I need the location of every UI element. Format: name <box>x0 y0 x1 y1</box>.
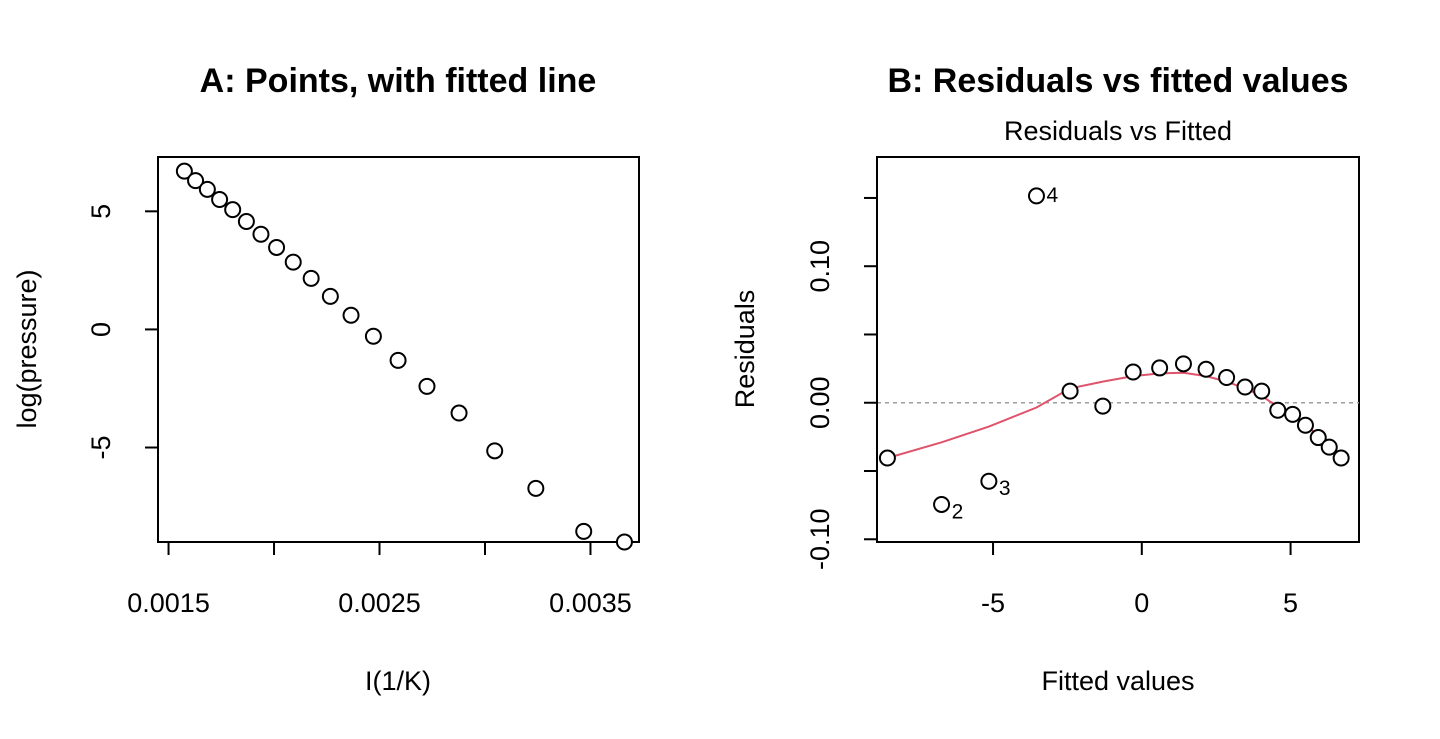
panel-b-point <box>1218 368 1236 386</box>
panel-b-point <box>980 472 998 490</box>
panel-b-title: B: Residuals vs fitted values <box>887 62 1348 100</box>
panel-b-point <box>1284 405 1302 423</box>
panel-a-point <box>364 327 382 345</box>
panel-b-plot-frame <box>876 156 1360 543</box>
panel-b-y-tick-label: 0.10 <box>805 240 835 293</box>
panel-b-point <box>1236 378 1254 396</box>
panel-a-point <box>342 306 360 324</box>
panel-a-x-tick-label: 0.0025 <box>338 588 421 618</box>
panel-b-y-tick-label: -0.10 <box>805 508 835 570</box>
panel-a-point <box>486 442 504 460</box>
panel-a-point <box>615 533 633 551</box>
panel-a-y-tick-label: -5 <box>86 436 116 460</box>
panel-b-point <box>933 495 951 513</box>
panel-b-points <box>878 187 1350 513</box>
panel-a-point <box>302 269 320 287</box>
panel-b-y-label: Residuals <box>730 290 760 409</box>
panel-a-point <box>187 172 205 190</box>
panel-b-y-tick-label: 0.00 <box>805 376 835 429</box>
panel-a-point <box>418 377 436 395</box>
panel-a-point <box>175 162 193 180</box>
panel-b-x-tick-label: 5 <box>1283 588 1298 618</box>
panel-b-point <box>1027 187 1045 205</box>
panel-b-point-label: 3 <box>999 477 1011 500</box>
panel-a-points <box>175 162 633 551</box>
panel-a-point <box>268 238 286 256</box>
panel-b-point-label: 2 <box>952 500 964 523</box>
panel-a-point <box>198 180 216 198</box>
panel-a-y-tick-label: 0 <box>86 322 116 337</box>
panel-a-x-tick-label: 0.0015 <box>127 588 210 618</box>
panel-a-point <box>527 479 545 497</box>
panel-a-y-label: log(pressure) <box>12 269 42 428</box>
panel-b-point-label: 4 <box>1046 184 1058 207</box>
panel-b-point <box>1174 355 1192 373</box>
panel-b-point <box>1197 360 1215 378</box>
panel-b-point-labels: 2 3 4 <box>952 184 1059 524</box>
panel-a-x-label: I(1/K) <box>365 666 431 696</box>
panel-b-point <box>878 449 896 467</box>
panel-b-point <box>1269 401 1287 419</box>
panel-a-point <box>237 212 255 230</box>
panel-a-point <box>284 253 302 271</box>
panel-b-point <box>1253 382 1271 400</box>
panel-b-x-tick-label: -5 <box>981 588 1005 618</box>
panel-b-point <box>1309 429 1327 447</box>
panel-a-x-axis: 0.0015 0.0025 0.0035 <box>127 541 632 618</box>
panel-b-y-axis: -0.10 0.00 0.10 <box>805 196 878 570</box>
panel-b-x-label: Fitted values <box>1041 666 1194 696</box>
panel-a-point <box>224 201 242 219</box>
panel-a-y-axis: -5 0 5 <box>86 204 159 460</box>
panel-b-subtitle: Residuals vs Fitted <box>1004 116 1232 146</box>
panel-a: A: Points, with fitted line 0.0015 0.0025… <box>12 62 640 696</box>
panel-a-point <box>321 287 339 305</box>
panel-b-point <box>1332 449 1350 467</box>
panel-a-point <box>389 351 407 369</box>
panel-a-point <box>252 225 270 243</box>
panel-a-x-tick-label: 0.0035 <box>549 588 632 618</box>
panel-b-x-axis: -5 0 5 <box>981 541 1298 618</box>
panel-a-title: A: Points, with fitted line <box>200 62 597 100</box>
panel-a-point <box>211 191 229 209</box>
panel-b-x-tick-label: 0 <box>1134 588 1149 618</box>
panel-b-point <box>1320 438 1338 456</box>
panel-a-point <box>450 404 468 422</box>
panel-b-point <box>1124 363 1142 381</box>
panel-a-y-tick-label: 5 <box>86 204 116 219</box>
panel-a-point <box>575 522 593 540</box>
panel-b-point <box>1296 416 1314 434</box>
panel-b-point <box>1151 359 1169 377</box>
panel-b-point <box>1094 397 1112 415</box>
panel-b-point <box>1061 382 1079 400</box>
panel-b: B: Residuals vs fitted values Residuals … <box>730 62 1360 696</box>
